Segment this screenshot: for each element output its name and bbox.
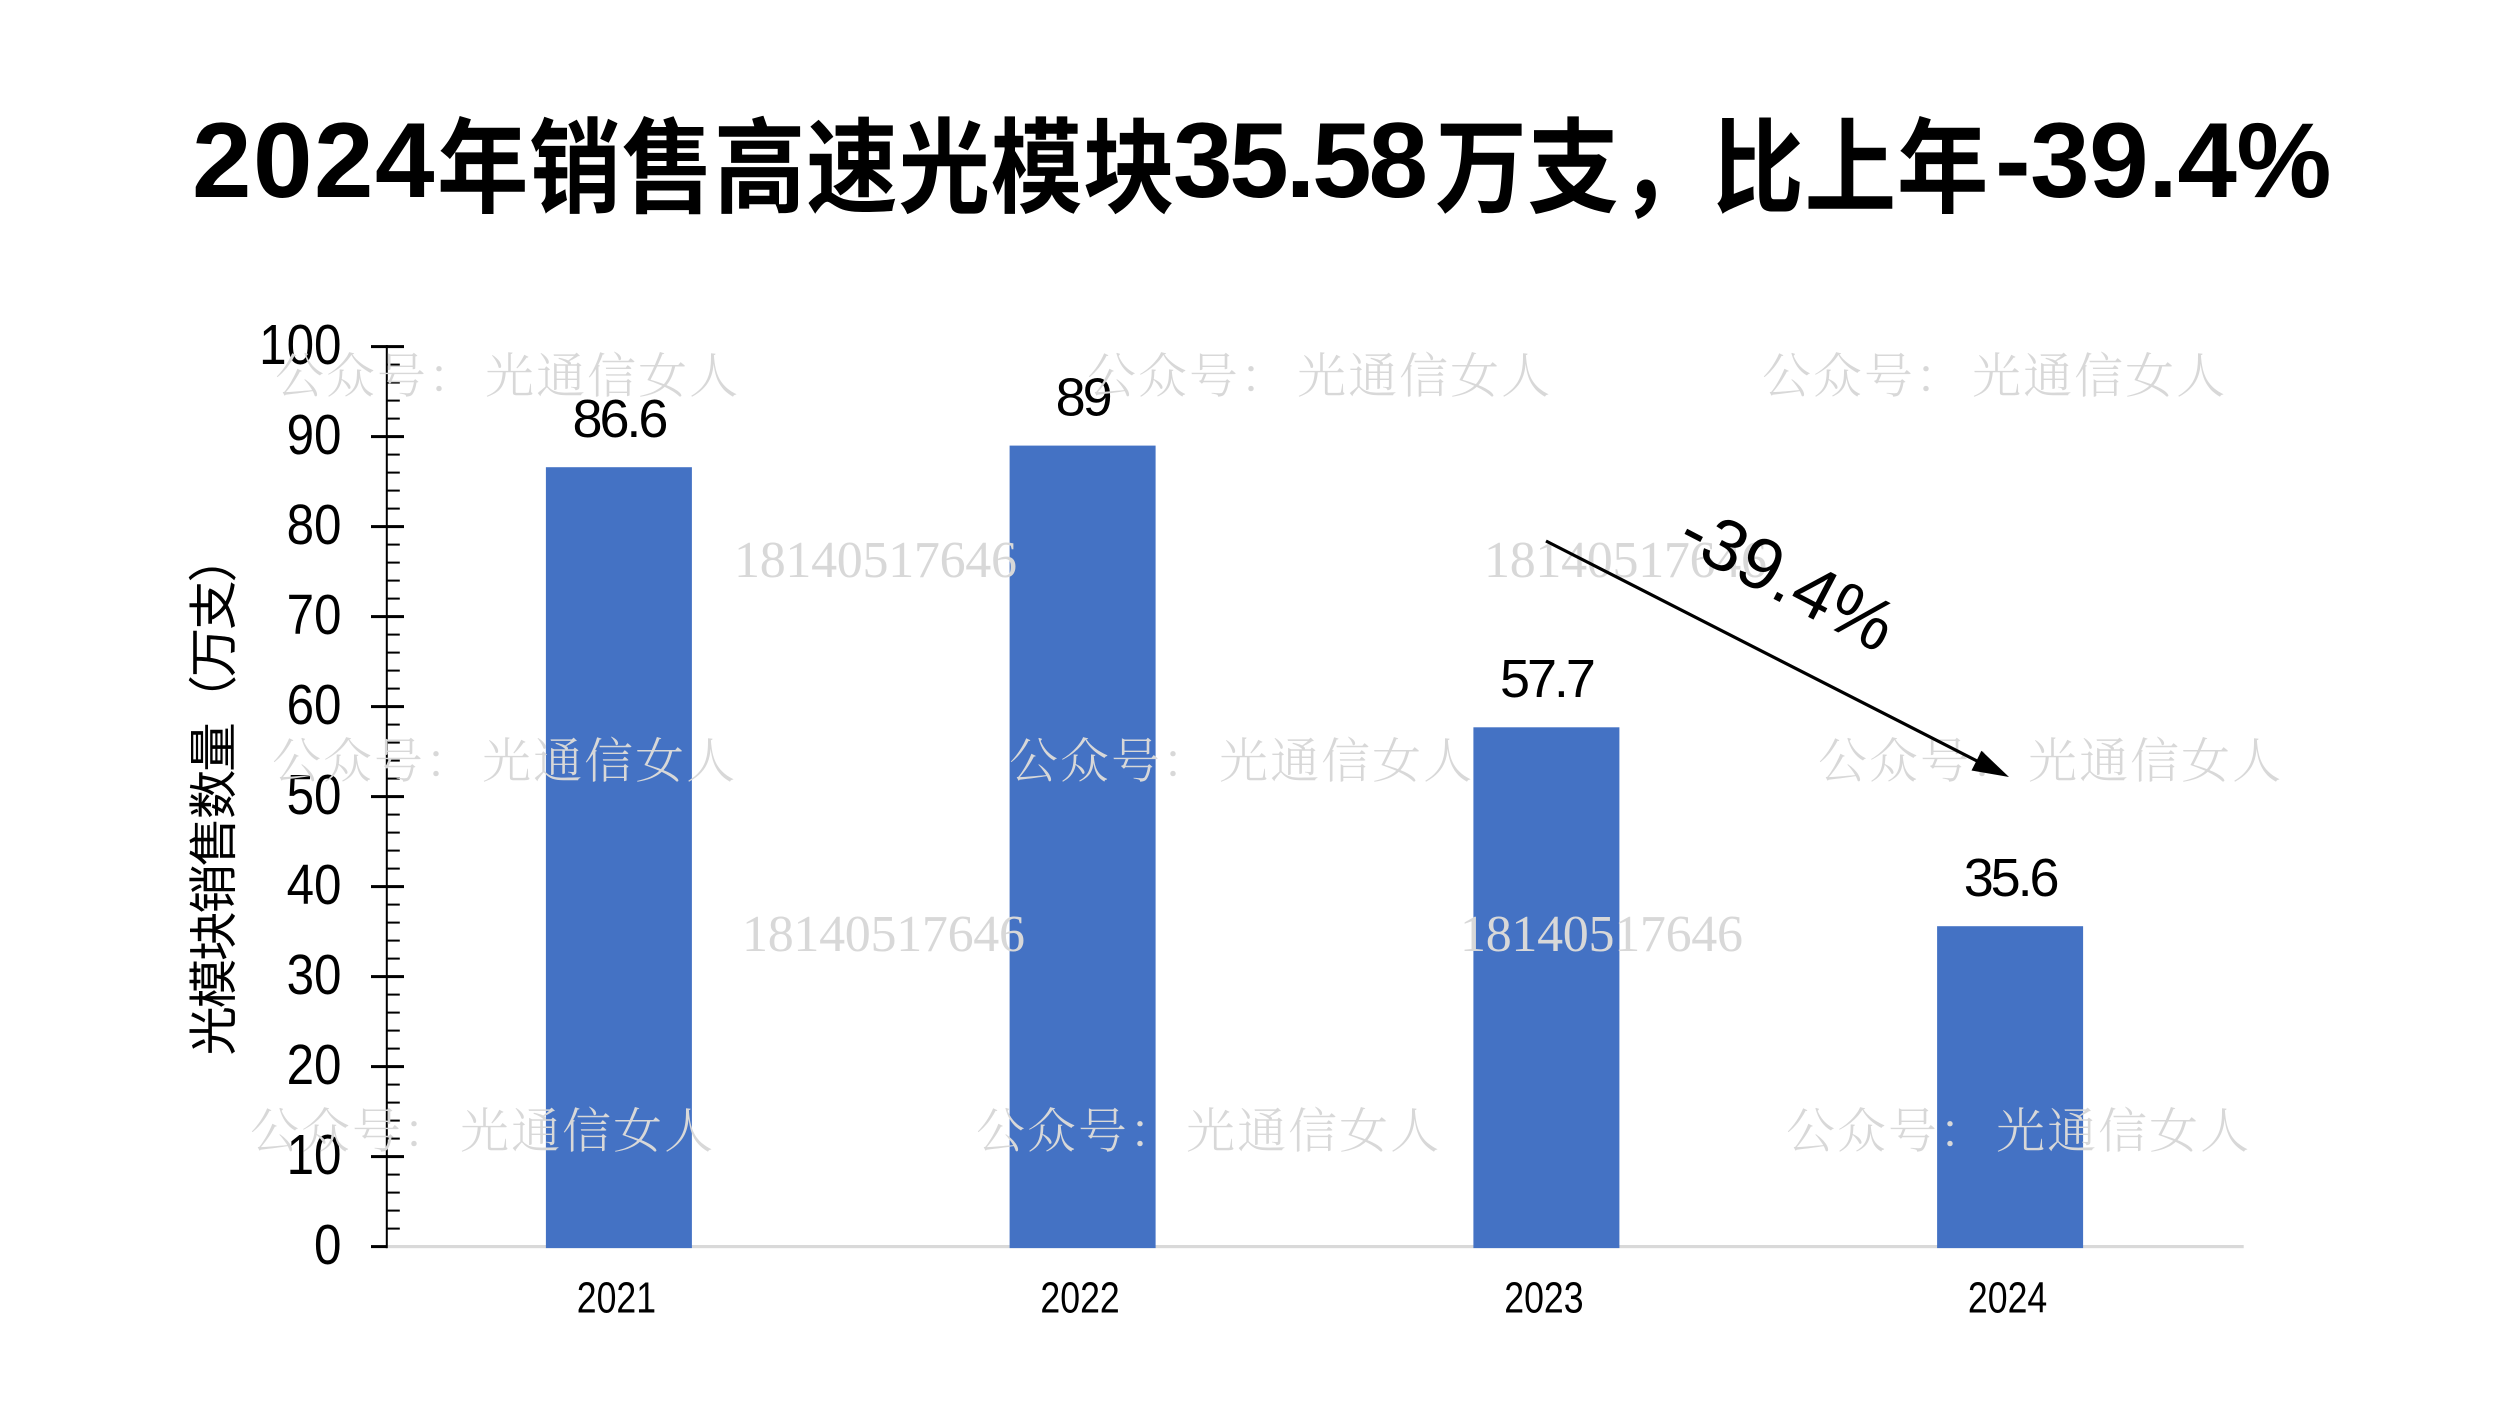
svg-text:-39.4%: -39.4% xyxy=(1995,100,2331,220)
svg-text:70: 70 xyxy=(287,584,342,647)
svg-text:18140517646: 18140517646 xyxy=(742,906,1025,963)
svg-text:18140517646: 18140517646 xyxy=(1460,906,1743,963)
svg-text:2021: 2021 xyxy=(577,1274,656,1322)
svg-text:35.58: 35.58 xyxy=(1173,100,1425,220)
svg-text:18140517646: 18140517646 xyxy=(1484,532,1767,589)
svg-text:2024: 2024 xyxy=(192,100,436,220)
svg-text:20: 20 xyxy=(287,1034,342,1097)
svg-text:57.7: 57.7 xyxy=(1500,649,1594,709)
svg-text:100: 100 xyxy=(259,314,341,377)
svg-text:2024: 2024 xyxy=(1968,1274,2047,1322)
svg-text:18140517646: 18140517646 xyxy=(734,532,1017,589)
svg-text:80: 80 xyxy=(287,494,342,557)
svg-text:60: 60 xyxy=(287,674,342,737)
svg-text:2023: 2023 xyxy=(1504,1274,1583,1322)
svg-text:0: 0 xyxy=(314,1214,341,1277)
svg-text:89: 89 xyxy=(1056,367,1111,427)
svg-text:86.6: 86.6 xyxy=(573,389,667,449)
svg-text:30: 30 xyxy=(287,944,342,1007)
svg-text:35.6: 35.6 xyxy=(1964,848,2058,908)
svg-text:2022: 2022 xyxy=(1040,1274,1119,1322)
svg-text:90: 90 xyxy=(287,404,342,467)
svg-text:40: 40 xyxy=(287,854,342,917)
